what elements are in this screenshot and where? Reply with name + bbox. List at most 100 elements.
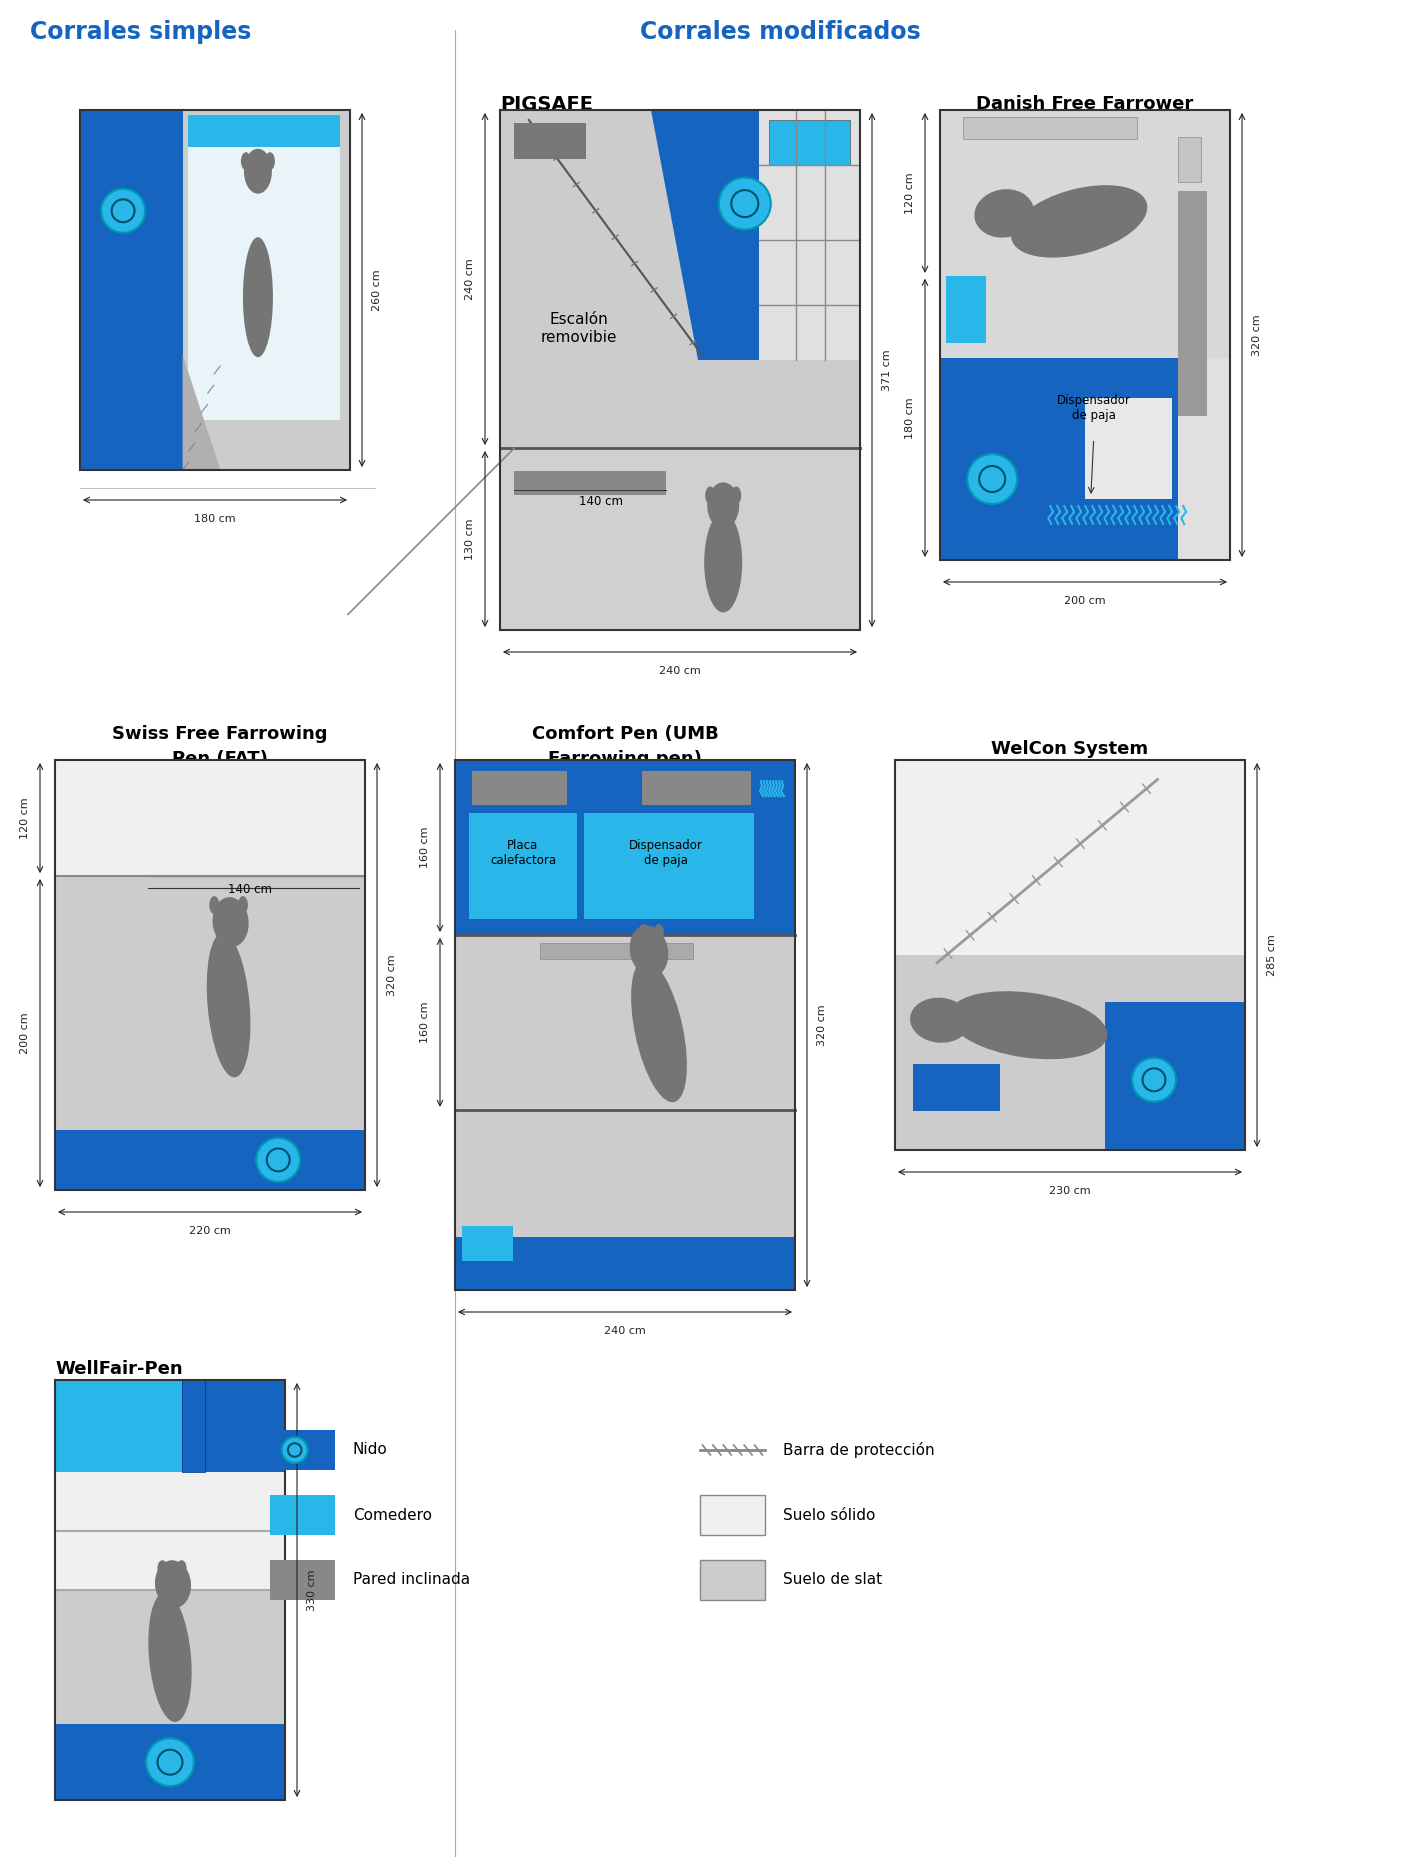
Bar [1178,136,1201,183]
Circle shape [282,1437,308,1463]
Text: 3: 3 [163,215,268,364]
Text: Farrowing pen): Farrowing pen) [548,750,702,769]
Text: 230 cm: 230 cm [1049,1187,1091,1196]
Text: 260 cm: 260 cm [373,269,382,312]
Ellipse shape [731,487,741,504]
Bar [270,1560,335,1599]
Bar [472,771,567,804]
Ellipse shape [974,188,1034,237]
Bar [455,759,794,1289]
Text: 371 cm: 371 cm [883,349,892,390]
Ellipse shape [157,1560,167,1577]
Text: Dispensador
de paja: Dispensador de paja [629,838,703,866]
Bar [964,118,1138,140]
Bar [895,759,1245,1149]
Polygon shape [651,110,860,360]
Text: 320 cm: 320 cm [817,1004,827,1045]
Text: 240 cm: 240 cm [604,1327,646,1336]
Text: Suelo de slat: Suelo de slat [783,1573,883,1588]
Bar [55,1472,284,1532]
Text: 330 cm: 330 cm [307,1569,317,1610]
Text: Pen (FAT): Pen (FAT) [172,750,268,769]
Text: 200 cm: 200 cm [20,1011,29,1054]
Bar [270,1495,335,1536]
Text: Nido: Nido [353,1442,388,1457]
Bar [182,1381,205,1472]
Text: 3: 3 [587,230,713,407]
Bar [912,1064,1000,1110]
Bar [55,1381,284,1472]
Text: 3: 3 [661,416,758,552]
Bar [700,1495,765,1536]
Ellipse shape [242,237,273,356]
Bar [55,759,366,1191]
Text: 140 cm: 140 cm [228,883,272,896]
Text: 285 cm: 285 cm [1267,935,1276,976]
Text: PIGSAFE: PIGSAFE [500,95,593,114]
Text: Suelo sólido: Suelo sólido [783,1508,876,1523]
Text: Escalón
removibie: Escalón removibie [541,312,618,345]
Text: 320 cm: 320 cm [387,954,396,996]
Ellipse shape [265,153,275,170]
Text: 160 cm: 160 cm [420,827,430,868]
Text: 130 cm: 130 cm [465,519,475,560]
Text: 180 cm: 180 cm [195,513,235,524]
Bar [940,110,1230,358]
Text: Comfort Pen (UMB: Comfort Pen (UMB [531,726,719,743]
Bar [468,814,577,918]
Ellipse shape [654,924,664,942]
Bar [1178,190,1206,416]
Ellipse shape [213,898,248,948]
Text: 160 cm: 160 cm [420,1002,430,1043]
Ellipse shape [244,149,272,194]
Text: 200 cm: 200 cm [1065,595,1105,606]
Bar [455,1110,794,1289]
Circle shape [719,177,771,230]
Polygon shape [182,355,220,470]
Bar [759,110,860,360]
Text: 3: 3 [567,970,684,1133]
Bar [500,448,860,631]
Bar [455,759,794,1289]
Bar [946,276,986,343]
Bar [55,1129,366,1191]
Text: WelCon System: WelCon System [992,741,1149,758]
Text: Corrales modificados: Corrales modificados [640,21,920,45]
Bar [940,110,1230,560]
Bar [270,1429,335,1470]
Bar [940,110,1230,560]
Bar [182,110,350,470]
Text: 180 cm: 180 cm [905,397,915,439]
Text: Pared inclinada: Pared inclinada [353,1573,471,1588]
Text: 240 cm: 240 cm [658,666,700,675]
Ellipse shape [630,959,686,1103]
Ellipse shape [209,896,220,914]
Bar [539,942,693,959]
Bar [500,110,860,631]
Bar [80,110,182,470]
Bar [80,110,350,470]
Ellipse shape [629,926,668,976]
Bar [55,1724,284,1801]
Bar [700,1560,765,1599]
Bar [55,1381,182,1472]
Ellipse shape [149,1592,192,1722]
Text: 320 cm: 320 cm [1252,313,1262,356]
Text: Barra de protección: Barra de protección [783,1442,934,1457]
Text: Comedero: Comedero [353,1508,432,1523]
Bar [188,116,340,147]
Bar [769,119,850,164]
Text: 3: 3 [1014,877,1125,1032]
Bar [642,771,751,804]
Bar [55,1381,284,1801]
Bar [584,814,754,918]
Ellipse shape [708,483,740,528]
Circle shape [146,1739,193,1786]
Circle shape [967,453,1017,504]
Bar [500,110,860,631]
Text: Danish Free Farrower: Danish Free Farrower [976,95,1194,114]
Text: 3: 3 [157,901,263,1049]
Bar [895,759,1245,1149]
Circle shape [256,1138,300,1181]
Bar [1105,1002,1245,1149]
